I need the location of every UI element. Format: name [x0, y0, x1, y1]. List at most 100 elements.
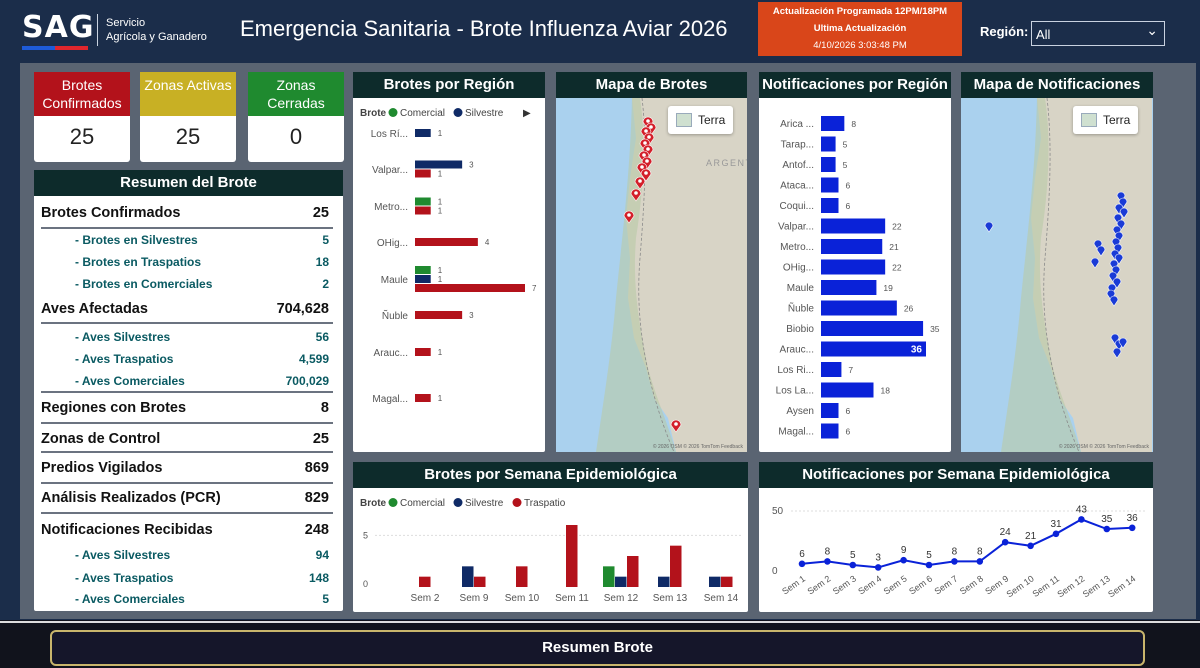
- bar-silvestre: [415, 160, 463, 169]
- bar-notificaciones: [821, 157, 836, 172]
- category-label: Coqui...: [780, 201, 814, 212]
- map-pin-icon: [1106, 289, 1116, 301]
- map-pin-icon: [1119, 207, 1129, 219]
- region-filter-dropdown[interactable]: All ⌄: [1031, 21, 1165, 46]
- data-label: 5: [926, 550, 932, 561]
- data-label: 35: [1101, 514, 1113, 525]
- bar-notificaciones: [821, 321, 924, 336]
- data-label: 43: [1076, 504, 1088, 515]
- bar-traspatio: [670, 545, 682, 587]
- category-label: Ñuble: [788, 302, 815, 315]
- map-pin-icon: [640, 126, 652, 140]
- map-pin-dot: [643, 141, 647, 145]
- bar-value: 1: [438, 394, 443, 403]
- bar-notificaciones: [821, 403, 839, 418]
- bar-value: 5: [843, 140, 848, 150]
- summary-subrow: - Aves Silvestres 94: [41, 548, 329, 562]
- summary-label: Análisis Realizados (PCR): [41, 490, 221, 506]
- map-pin-icon: [1113, 243, 1123, 255]
- bar-value: 6: [846, 201, 851, 211]
- mapa-notificaciones[interactable]: Terra © 2026 OSM © 2026 TomTom Feedback: [961, 98, 1153, 452]
- legend-label: Silvestre: [465, 498, 504, 509]
- legend-dot: [453, 108, 463, 117]
- category-label: Arauc...: [374, 348, 408, 359]
- map-pin-icon: [630, 188, 642, 202]
- bar-value: 5: [843, 160, 848, 170]
- summary-subrow: - Brotes en Traspatios 18: [41, 255, 329, 269]
- map-pin-dot: [674, 422, 678, 426]
- summary-divider: [41, 451, 333, 453]
- category-label: Valpar...: [778, 222, 814, 233]
- mapa-brotes-card: Mapa de Brotes ARGENTIN Terra © 2026 OSM…: [556, 72, 747, 452]
- bar-comercial: [415, 197, 431, 206]
- summary-subrow: - Aves Traspatios 4,599: [41, 352, 329, 366]
- summary-label: - Brotes en Comerciales: [75, 277, 213, 291]
- logo-separator: [97, 14, 98, 46]
- legend-label: Silvestre: [465, 108, 504, 119]
- land-area: [1001, 98, 1081, 452]
- legend-next-icon: ▶: [523, 108, 531, 119]
- bar-notificaciones: [821, 116, 845, 131]
- resumen-brote-button[interactable]: Resumen Brote: [50, 630, 1145, 666]
- x-tick: Sem 12: [604, 593, 639, 604]
- y-tick: 50: [772, 506, 784, 517]
- data-label: 3: [875, 552, 881, 563]
- map-pin-icon: [642, 116, 654, 130]
- x-tick: Sem 8: [958, 573, 985, 596]
- summary-label: - Aves Silvestres: [75, 330, 171, 344]
- bar-value: 22: [892, 263, 902, 273]
- bar-value: 26: [904, 304, 914, 314]
- map-pin-icon: [623, 210, 635, 224]
- data-point: [900, 556, 907, 564]
- brotes-region-card: Brotes por Región Brote Comercial Silvestr…: [353, 72, 545, 452]
- map-canvas[interactable]: [961, 98, 1153, 452]
- brotes-semana-title: Brotes por Semana Epidemiológica: [353, 462, 748, 488]
- bar-value: 6: [846, 406, 851, 416]
- x-tick: Sem 10: [1005, 573, 1036, 599]
- data-point: [1027, 542, 1034, 550]
- region-filter-value: All: [1036, 27, 1051, 42]
- bar-notificaciones: [821, 136, 836, 152]
- header-bar: SAG Servicio Agrícola y Ganadero Emergen…: [0, 0, 1200, 62]
- kpi-zonas-activas: Zonas Activas 25: [140, 72, 236, 162]
- category-label: Aysen: [786, 406, 814, 417]
- map-attribution: © 2026 OSM © 2026 TomTom Feedback: [652, 444, 743, 450]
- org-line-2: Agrícola y Ganadero: [106, 31, 207, 43]
- legend-dot: [453, 498, 463, 507]
- map-style-label: Terra: [698, 113, 726, 127]
- series-line: [801, 518, 1133, 569]
- kpi-brotes-confirmados: Brotes Confirmados 25: [34, 72, 130, 162]
- map-pin-icon: [1090, 257, 1100, 269]
- summary-divider: [41, 422, 333, 424]
- summary-subrow: - Aves Comerciales 5: [41, 592, 329, 606]
- summary-label: - Aves Silvestres: [75, 548, 171, 562]
- brotes-region-chart: Brote Comercial Silvestre ▶ Los Rí... 1 Valpar…: [360, 108, 537, 405]
- notif-semana-card: Notificaciones por Semana Epidemiológica…: [759, 462, 1153, 612]
- map-pin-dot: [640, 165, 644, 169]
- bar-value: 4: [485, 238, 490, 247]
- summary-label: - Aves Comerciales: [75, 592, 185, 606]
- map-pin-icon: [1114, 253, 1124, 265]
- summary-value: 704,628: [276, 301, 329, 317]
- summary-row: Regiones con Brotes 8: [41, 400, 329, 416]
- bar-value: 3: [469, 311, 474, 320]
- x-tick: Sem 11: [555, 593, 589, 604]
- data-label: 8: [825, 546, 831, 557]
- summary-divider: [41, 391, 333, 393]
- mapa-brotes[interactable]: ARGENTIN Terra © 2026 OSM © 2026 TomTom …: [556, 98, 747, 452]
- map-pin-dot: [644, 129, 648, 133]
- notif-semana-title: Notificaciones por Semana Epidemiológica: [759, 462, 1153, 488]
- legend-dot: [512, 498, 522, 507]
- y-tick: 0: [363, 579, 368, 589]
- category-label: Ñuble: [382, 309, 409, 322]
- data-label: 21: [1025, 531, 1037, 542]
- bar-notificaciones: [821, 198, 839, 213]
- map-style-button[interactable]: Terra: [668, 106, 734, 134]
- bar-traspatio: [627, 556, 639, 587]
- map-style-button[interactable]: Terra: [1073, 106, 1139, 134]
- map-pin-icon: [1118, 197, 1128, 209]
- bar-value: 1: [438, 129, 443, 138]
- map-canvas[interactable]: ARGENTIN: [556, 98, 747, 452]
- map-pin-icon: [1116, 219, 1126, 231]
- legend-dot: [388, 498, 398, 507]
